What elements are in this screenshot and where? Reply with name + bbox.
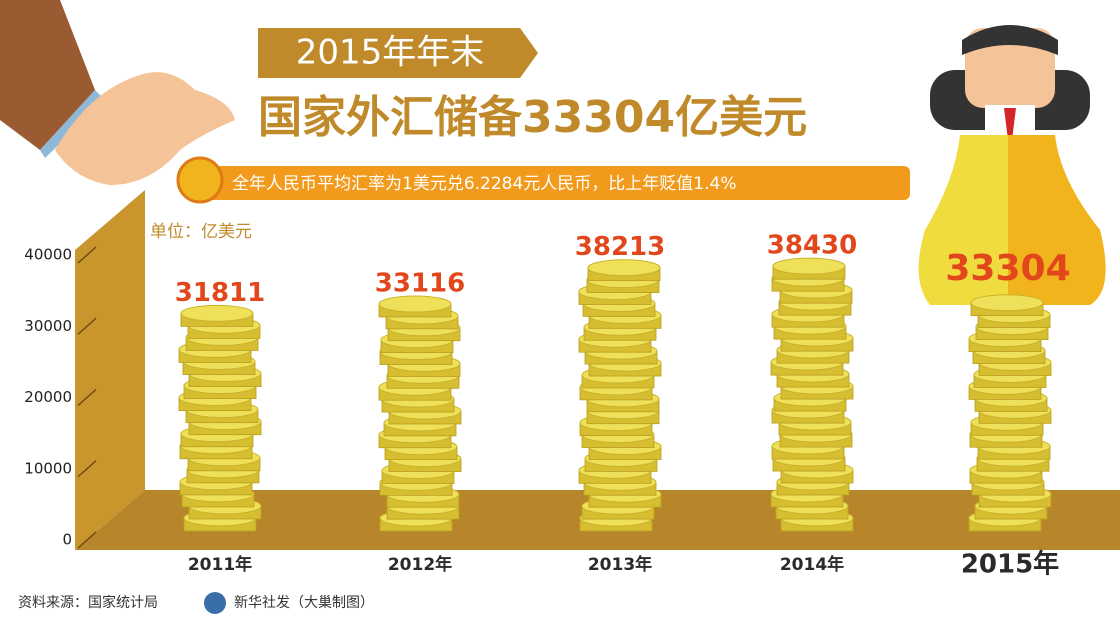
coin-face [970,294,1044,312]
coin-stack [968,294,1052,532]
x-tick-label: 2015年 [961,549,1059,580]
logo [204,592,226,614]
coin-face [772,257,846,275]
y-tick-label: 40000 [24,246,72,264]
y-tick-label: 30000 [24,317,72,335]
money-bag-shade [1008,135,1106,305]
value-label: 31811 [175,278,265,308]
coin-stack [578,259,662,532]
coin-icon [176,156,224,204]
subtitle-bar [200,166,910,200]
tick-mark [77,460,97,478]
side-wall [75,190,145,550]
credit: 新华社发（大巢制图） [234,595,374,611]
hand [55,72,235,185]
coin-stack [770,257,854,532]
plot: 0 10000 20000 30000 40000 2011年 31811 2012年 3311… [24,231,1070,580]
tag-box [258,28,538,78]
y-tick-label: 20000 [24,388,72,406]
sleeve [0,0,95,150]
y-tick-label: 0 [62,531,72,549]
coin-face [180,304,254,322]
tick-mark [77,317,97,335]
x-tick-label: 2011年 [188,554,252,575]
coin-face [587,259,661,277]
x-tick-label: 2012年 [388,554,452,575]
chart-title: 国家外汇储备33304亿美元 [258,92,807,143]
unit-label: 单位：亿美元 [150,222,252,242]
coin-stack [378,295,462,532]
value-label: 38430 [767,231,857,261]
tick-mark [77,246,97,264]
y-tick-label: 10000 [24,459,72,477]
head [965,28,1055,108]
source: 资料来源：国家统计局 [18,594,158,611]
subtitle: 全年人民币平均汇率为1美元兑6.2284元人民币，比上年贬值1.4% [232,174,737,194]
hair [962,25,1058,55]
coin-stack [178,304,262,532]
tick-mark [77,388,97,407]
coin-face [378,295,452,313]
tag: 2015年年末 [296,33,485,73]
value-label: 33116 [375,269,465,299]
value-label: 38213 [575,232,665,262]
value-label: 33304 [945,248,1070,289]
tie [1004,108,1016,140]
tick-mark [77,531,97,549]
x-tick-label: 2013年 [588,554,652,575]
x-tick-label: 2014年 [780,554,844,575]
